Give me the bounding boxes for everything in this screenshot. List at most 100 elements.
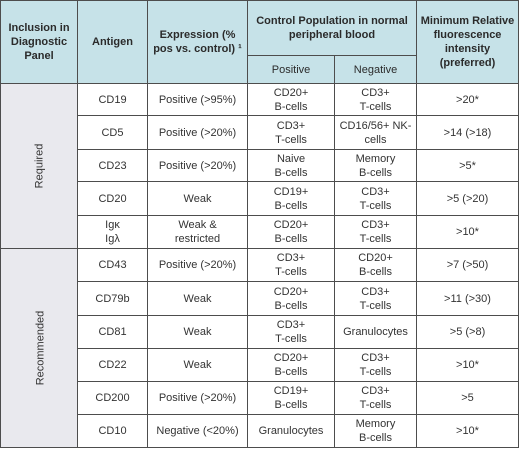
expression-cell: Positive (>20%) (147, 115, 248, 150)
rfi-cell: >5 (>20) (416, 181, 519, 216)
negative-population-cell-text: CD3+ (361, 185, 390, 198)
antigen-cell: CD10 (77, 414, 148, 448)
positive-population-cell-text: CD19+ (273, 385, 309, 397)
negative-population-cell: CD3+ T-cells (334, 381, 417, 415)
header-positive: Positive (247, 55, 335, 84)
positive-population-cell: CD3+ T-cells (247, 248, 335, 282)
rfi-cell-text: >10* (456, 359, 479, 371)
positive-population-cell-text: Granulocytes (258, 425, 324, 437)
positive-population-cell-text: B-cells (274, 399, 308, 411)
antigen-cell: CD79b (77, 281, 148, 316)
rfi-cell: >10* (416, 215, 519, 249)
header-negative: Negative (334, 55, 417, 84)
expression-cell-text: Positive (>20%) (158, 159, 237, 172)
negative-population-cell-text: CD3+ (361, 219, 390, 231)
table-row: CD20 Weak CD19+ B-cells CD3+ T-cells >5 (>20) (0, 181, 519, 216)
antigen-cell-text: CD22 (98, 359, 127, 371)
antigen-cell-text: CD43 (98, 259, 127, 271)
negative-population-cell: CD3+ T-cells (334, 83, 417, 116)
positive-population-cell: CD20+ B-cells (247, 83, 335, 116)
header-min-rfi: Minimum Relative fluorescence intensity … (416, 0, 519, 84)
table-row: Igκ Igλ Weak & restricted CD20+ B-cells CD3+ T-… (0, 215, 519, 249)
negative-population-cell-text: CD3+ (361, 285, 390, 298)
positive-population-cell: CD19+ B-cells (247, 181, 335, 216)
rfi-cell-text: >14 (>18) (443, 126, 492, 139)
positive-population-cell-text: Naive (276, 152, 306, 165)
positive-population-cell-text: B-cells (274, 166, 308, 179)
negative-population-cell: Granulocytes (334, 315, 417, 349)
antigen-panel-table: Inclusion in Diagnostic Panel Antigen Ex… (0, 0, 519, 448)
rfi-cell: >5 (>8) (416, 315, 519, 349)
antigen-cell: CD20 (77, 181, 148, 216)
negative-population-cell-text: CD3+ (361, 86, 390, 99)
negative-population-cell-text: CD20+ (358, 252, 393, 264)
negative-population-cell-text: CD3+ (361, 385, 390, 397)
negative-population-cell-text: Granulocytes (343, 326, 408, 338)
rfi-cell-text: >7 (>50) (446, 259, 489, 271)
expression-cell: Weak (147, 315, 248, 349)
table-row: CD10 Negative (<20%) Granulocytes Memory B-c… (0, 414, 519, 448)
antigen-cell: Igκ Igλ (77, 215, 148, 249)
positive-population-cell-text: T-cells (275, 133, 307, 146)
positive-population-cell-text: CD3+ (276, 252, 306, 264)
expression-cell-text: Positive (>95%) (158, 93, 237, 106)
positive-population-cell: CD19+ B-cells (247, 381, 335, 415)
negative-population-cell: Memory B-cells (334, 149, 417, 182)
header-inclusion: Inclusion in Diagnostic Panel (0, 0, 78, 84)
expression-cell-text: Weak (183, 192, 212, 205)
antigen-cell: CD81 (77, 315, 148, 349)
negative-population-cell-text: CD3+ (361, 352, 390, 364)
antigen-cell: CD23 (77, 149, 148, 182)
expression-cell-text: Positive (>20%) (158, 259, 237, 271)
group-label-cell: Recommended (0, 248, 78, 448)
antigen-cell-text: CD23 (98, 159, 127, 172)
negative-population-cell: Memory B-cells (334, 414, 417, 448)
table-row: Recommended CD43 Positive (>20%) CD3+ T-cell… (0, 248, 519, 448)
expression-cell: Weak & restricted (147, 215, 248, 249)
expression-cell: Weak (147, 348, 248, 382)
table-row: CD22 Weak CD20+ B-cells CD3+ T-cells >10* (0, 348, 519, 382)
rfi-cell: >5 (416, 381, 519, 415)
negative-population-cell-text: Memory (355, 152, 396, 165)
positive-population-cell-text: B-cells (274, 100, 308, 113)
antigen-cell-text: Igκ (105, 219, 120, 231)
rfi-cell-text: >5 (461, 392, 474, 404)
negative-population-cell: CD16/56+ NK-cells (334, 115, 417, 150)
antigen-cell-text: CD81 (98, 326, 127, 338)
rfi-cell: >10* (416, 414, 519, 448)
expression-cell-text: Weak & (178, 219, 217, 231)
antigen-cell-text: Igλ (105, 233, 120, 245)
rfi-cell: >14 (>18) (416, 115, 519, 150)
rfi-cell: >11 (>30) (416, 281, 519, 316)
negative-population-cell-text: T-cells (359, 299, 392, 312)
antigen-cell-text: CD19 (98, 93, 127, 106)
expression-cell-text: Positive (>20%) (158, 126, 237, 139)
rfi-cell: >7 (>50) (416, 248, 519, 282)
table-row: CD79b Weak CD20+ B-cells CD3+ T-cells >11 (>30… (0, 281, 519, 316)
header-antigen: Antigen (77, 0, 148, 84)
table-row: Required CD19 Positive (>95%) CD20+ B-cells C… (0, 83, 519, 249)
antigen-cell-text: CD20 (98, 192, 127, 205)
antigen-cell-text: CD200 (95, 392, 130, 404)
table-row: CD81 Weak CD3+ T-cells Granulocytes >5 (>8) (0, 315, 519, 349)
antigen-cell: CD5 (77, 115, 148, 150)
table-row: CD200 Positive (>20%) CD19+ B-cells CD3+ T-ce… (0, 381, 519, 415)
antigen-cell-text: CD10 (98, 425, 127, 437)
rfi-cell: >10* (416, 348, 519, 382)
expression-cell: Positive (>20%) (147, 149, 248, 182)
positive-population-cell-text: CD3+ (276, 119, 306, 132)
expression-cell: Weak (147, 181, 248, 216)
antigen-cell: CD200 (77, 381, 148, 415)
expression-cell: Positive (>95%) (147, 83, 248, 116)
expression-cell: Weak (147, 281, 248, 316)
negative-population-cell-text: B-cells (358, 166, 392, 179)
antigen-cell-text: CD79b (95, 292, 130, 305)
expression-cell: Negative (<20%) (147, 414, 248, 448)
rfi-cell-text: >5 (>20) (446, 192, 489, 205)
positive-population-cell-text: CD20+ (273, 285, 309, 298)
negative-population-cell-text: T-cells (359, 233, 392, 245)
antigen-cell: CD43 (77, 248, 148, 282)
expression-cell: Positive (>20%) (147, 248, 248, 282)
expression-cell-text: Weak (183, 359, 212, 371)
header-control-population: Control Population in normal peripheral … (247, 0, 417, 56)
